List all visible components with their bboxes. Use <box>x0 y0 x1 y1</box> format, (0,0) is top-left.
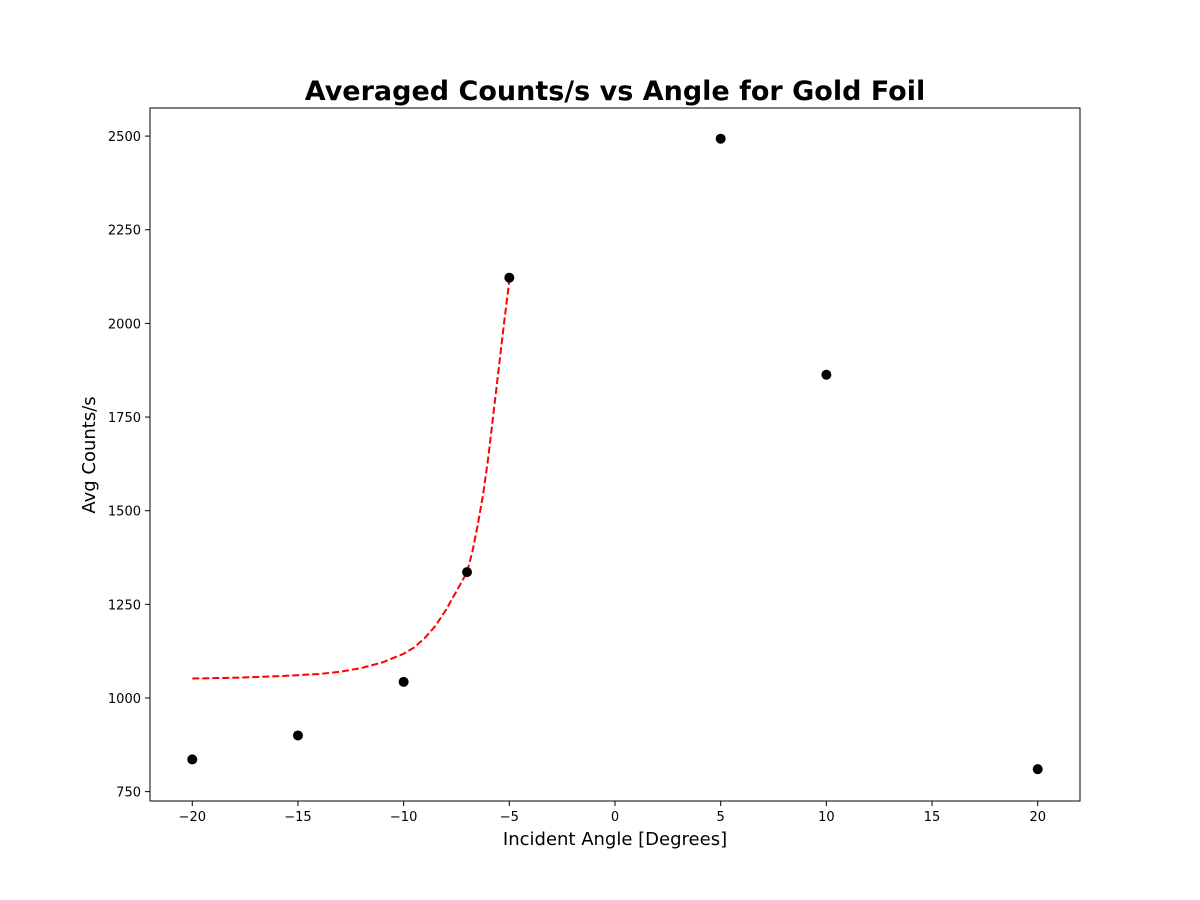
x-tick-label: −5 <box>500 810 519 825</box>
data-point <box>504 272 515 283</box>
x-axis-label: Incident Angle [Degrees] <box>503 829 727 850</box>
x-tick-label: −10 <box>390 810 417 825</box>
data-point <box>715 133 726 144</box>
y-tick-label: 1000 <box>108 692 141 707</box>
x-tick-label: 5 <box>717 810 725 825</box>
chart-title: Averaged Counts/s vs Angle for Gold Foil <box>305 76 925 107</box>
y-tick-label: 1250 <box>108 598 141 613</box>
y-tick-label: 2500 <box>108 130 141 145</box>
plot-frame <box>149 107 1081 802</box>
x-tick-label: 15 <box>924 810 941 825</box>
data-point <box>821 369 832 380</box>
plot-area <box>187 133 1043 775</box>
x-tick-label: 10 <box>818 810 835 825</box>
data-point <box>187 754 198 765</box>
data-point <box>462 567 473 578</box>
x-axis: −20 −15 −10 −5 0 5 10 15 20 <box>179 801 1046 825</box>
data-point <box>1032 764 1043 775</box>
x-tick-label: −20 <box>179 810 206 825</box>
x-tick-label: 20 <box>1029 810 1046 825</box>
y-tick-label: 2250 <box>108 224 141 239</box>
y-axis-label: Avg Counts/s <box>79 396 100 513</box>
y-tick-label: 1750 <box>108 411 141 426</box>
x-tick-label: −15 <box>284 810 311 825</box>
data-point <box>292 730 303 741</box>
y-tick-label: 1500 <box>108 505 141 520</box>
data-point <box>398 676 409 687</box>
y-tick-label: 750 <box>116 786 141 801</box>
fit-curve <box>192 280 511 680</box>
y-axis: 750 1000 1250 1500 1750 2000 2250 2500 <box>108 130 150 801</box>
x-tick-label: 0 <box>611 810 619 825</box>
y-tick-label: 2000 <box>108 317 141 332</box>
